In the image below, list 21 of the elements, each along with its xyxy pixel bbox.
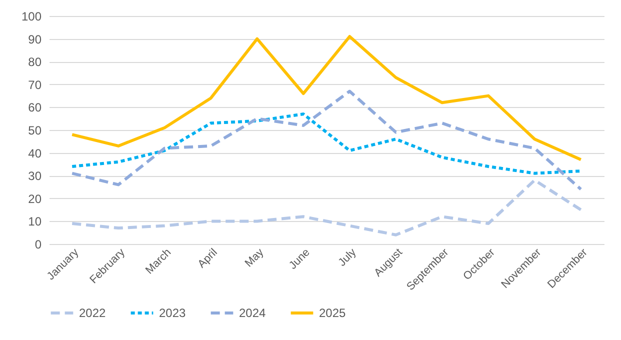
x-tick-label: July <box>336 246 359 269</box>
legend-label: 2024 <box>239 306 266 320</box>
legend-label: 2022 <box>79 306 106 320</box>
y-tick-label: 100 <box>21 10 42 24</box>
line-series <box>70 90 582 191</box>
legend-label: 2025 <box>319 306 346 320</box>
line-series <box>70 35 582 162</box>
y-tick-label: 20 <box>28 192 42 206</box>
y-tick-label: 60 <box>28 100 42 115</box>
y-tick-label: 90 <box>28 32 42 46</box>
y-tick-label: 80 <box>28 55 42 70</box>
y-tick-label: 40 <box>28 146 42 160</box>
line-series <box>70 178 582 236</box>
y-tick-label: 10 <box>28 214 42 229</box>
y-tick-label: 0 <box>34 238 42 252</box>
legend-label: 2023 <box>159 306 186 320</box>
x-tick-label: May <box>242 246 266 270</box>
y-tick-label: 70 <box>28 78 42 92</box>
y-tick-label: 50 <box>28 124 42 138</box>
line-series <box>70 112 582 175</box>
y-tick-label: 30 <box>28 169 42 184</box>
